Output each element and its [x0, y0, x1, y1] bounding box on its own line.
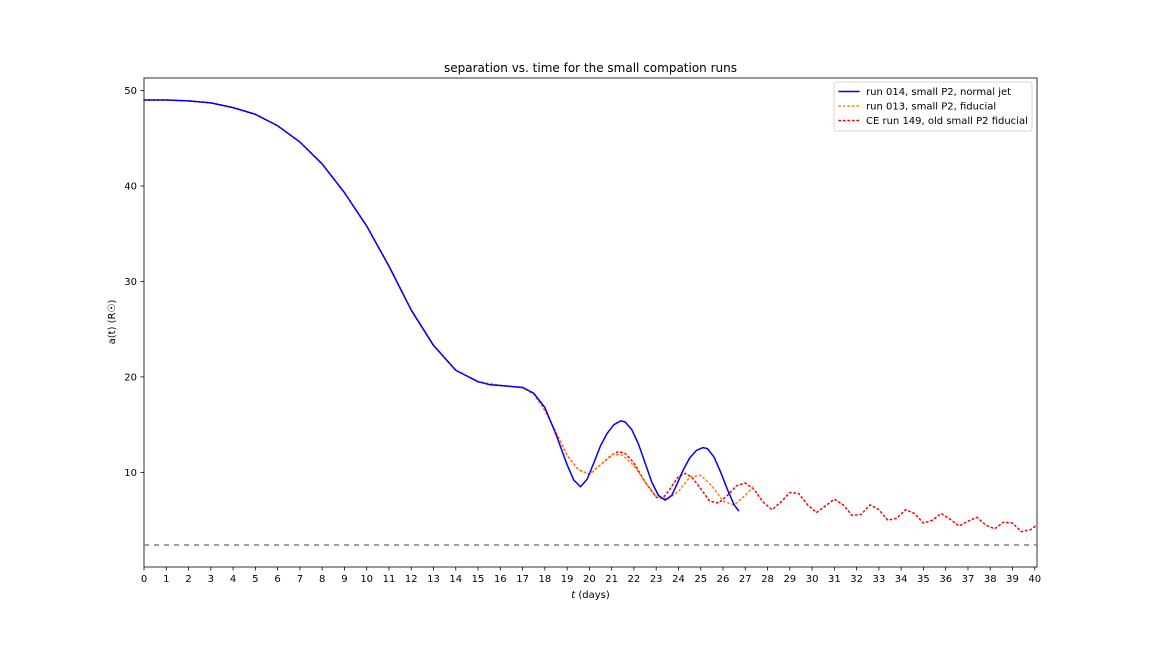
y-axis-label: a(t) (R☉)	[107, 300, 118, 345]
x-tick-label: 39	[1006, 574, 1019, 585]
x-tick-label: 15	[472, 574, 485, 585]
x-tick-label: 31	[828, 574, 841, 585]
x-tick-label: 36	[939, 574, 952, 585]
x-tick-label: 3	[208, 574, 214, 585]
legend: run 014, small P2, normal jet run 013, sm…	[833, 81, 1033, 132]
plot-area	[143, 77, 1038, 568]
x-axis-ticks: 0 1 2 3 4 5 6 7 8 9 10 11 12 13 14 15 16 17 18 19 20 21 22 23 24…	[141, 567, 1041, 585]
y-tick-label: 10	[124, 468, 137, 479]
x-tick-label: 6	[274, 574, 280, 585]
x-tick-label: 38	[984, 574, 997, 585]
series-line	[143, 99, 755, 506]
x-tick-label: 32	[850, 574, 863, 585]
x-tick-label: 17	[516, 574, 529, 585]
x-tick-label: 26	[717, 574, 730, 585]
x-axis-label: t (days)	[571, 590, 610, 601]
x-tick-label: 2	[185, 574, 191, 585]
x-tick-label: 7	[297, 574, 303, 585]
x-tick-label: 35	[917, 574, 930, 585]
y-tick-label: 40	[124, 181, 137, 192]
x-tick-label: 24	[672, 574, 685, 585]
x-tick-label: 25	[694, 574, 707, 585]
y-tick-label: 20	[124, 372, 137, 383]
x-tick-label: 37	[962, 574, 975, 585]
chart-title: separation vs. time for the small compat…	[444, 61, 737, 75]
x-tick-label: 14	[449, 574, 462, 585]
x-tick-label: 8	[319, 574, 325, 585]
x-tick-label: 22	[628, 574, 641, 585]
plot-frame	[143, 77, 1038, 568]
x-tick-label: 16	[494, 574, 507, 585]
legend-box	[833, 81, 1033, 132]
x-tick-label: 0	[141, 574, 147, 585]
x-tick-label: 28	[761, 574, 774, 585]
series-line	[143, 99, 740, 512]
x-tick-label: 10	[360, 574, 373, 585]
x-tick-label: 19	[561, 574, 574, 585]
x-tick-label: 9	[341, 574, 347, 585]
x-tick-label: 12	[405, 574, 418, 585]
x-tick-label: 34	[895, 574, 908, 585]
legend-label: run 013, small P2, fiducial	[866, 102, 996, 113]
x-tick-label: 40	[1028, 574, 1041, 585]
x-tick-label: 29	[783, 574, 796, 585]
x-tick-label: 11	[383, 574, 396, 585]
legend-label: run 014, small P2, normal jet	[866, 87, 1011, 98]
y-tick-label: 30	[124, 277, 137, 288]
x-tick-label: 5	[252, 574, 258, 585]
y-tick-label: 50	[124, 86, 137, 97]
series-lines	[143, 99, 1038, 533]
x-tick-label: 33	[873, 574, 886, 585]
x-tick-label: 4	[230, 574, 236, 585]
x-tick-label: 27	[739, 574, 752, 585]
x-tick-label: 18	[538, 574, 551, 585]
legend-label: CE run 149, old small P2 fiducial	[866, 116, 1028, 127]
y-axis-ticks: 10 20 30 40 50	[124, 86, 144, 479]
x-tick-label: 21	[605, 574, 618, 585]
x-tick-label: 30	[806, 574, 819, 585]
x-axis-label-var: t	[571, 590, 576, 601]
x-tick-label: 23	[650, 574, 663, 585]
x-tick-label: 13	[427, 574, 440, 585]
x-axis-label-unit: (days)	[575, 590, 610, 601]
x-tick-label: 20	[583, 574, 596, 585]
x-tick-label: 1	[163, 574, 169, 585]
